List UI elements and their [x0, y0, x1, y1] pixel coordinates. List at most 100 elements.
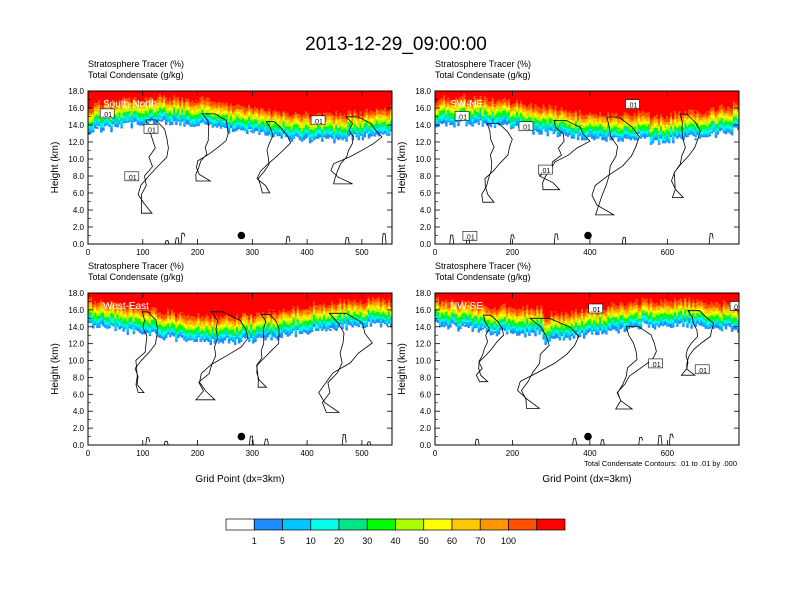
tracer-cell [331, 112, 334, 115]
tracer-cell [475, 96, 478, 99]
tracer-cell [102, 99, 105, 102]
tracer-cell [379, 111, 383, 114]
tracer-cell [345, 98, 348, 101]
tracer-cell [254, 127, 257, 130]
tracer-cell [179, 96, 182, 99]
tracer-cell [278, 94, 281, 97]
tracer-cell [254, 104, 257, 107]
tracer-cell [501, 112, 505, 115]
tracer-cell [288, 115, 292, 118]
tracer-cell [321, 96, 324, 99]
tracer-cell [327, 132, 330, 135]
tracer-cell [219, 102, 223, 105]
tracer-cell [288, 92, 292, 95]
tracer-cell [296, 103, 300, 106]
tracer-cell [205, 96, 208, 99]
tracer-cell [383, 91, 387, 94]
tracer-cell [355, 101, 358, 104]
tracer-cell [207, 121, 210, 124]
tracer-cell [207, 106, 210, 109]
tracer-cell [439, 112, 442, 115]
tracer-cell [195, 123, 198, 126]
tracer-cell [501, 99, 505, 102]
tracer-cell [363, 123, 367, 126]
tracer-cell [274, 106, 277, 109]
tracer-cell [252, 108, 255, 111]
tracer-cell [357, 130, 360, 133]
tracer-cell [345, 119, 348, 122]
tracer-cell [266, 130, 269, 133]
tracer-cell [441, 102, 444, 105]
tracer-cell [104, 102, 107, 105]
tracer-cell [302, 127, 306, 130]
tracer-cell [339, 112, 342, 115]
tracer-cell [270, 109, 273, 112]
tracer-cell [262, 111, 265, 114]
tracer-cell [379, 125, 383, 128]
tracer-cell [144, 109, 148, 112]
tracer-cell [377, 122, 381, 125]
tracer-cell [514, 101, 517, 104]
tracer-cell [461, 91, 464, 94]
tracer-cell [347, 111, 350, 114]
tracer-cell [173, 100, 176, 104]
tracer-cell [122, 102, 125, 105]
tracer-cell [495, 117, 499, 120]
tracer-cell [491, 94, 495, 97]
tracer-cell [487, 107, 491, 110]
tracer-cell [512, 126, 515, 129]
tracer-cell [512, 100, 515, 103]
tracer-cell [154, 94, 158, 97]
tracer-cell [183, 103, 186, 106]
tracer-cell [359, 129, 362, 132]
tracer-cell [333, 110, 336, 113]
tracer-cell [449, 121, 452, 124]
tracer-cell [365, 100, 369, 103]
tracer-cell [343, 119, 346, 122]
tracer-cell [312, 96, 316, 99]
tracer-cell [280, 104, 283, 107]
tracer-cell [302, 91, 306, 93]
tracer-cell [475, 91, 478, 94]
tracer-cell [345, 124, 348, 127]
tracer-cell [244, 124, 247, 127]
tracer-cell [489, 105, 493, 108]
tracer-cell [312, 110, 316, 113]
tracer-cell [195, 113, 198, 116]
tracer-cell [237, 94, 241, 97]
tracer-cell [256, 104, 259, 107]
tracer-cell [88, 112, 91, 115]
tracer-cell [274, 132, 277, 135]
tracer-cell [507, 101, 511, 104]
tracer-cell [156, 99, 160, 102]
tracer-cell [308, 113, 312, 116]
tracer-cell [179, 109, 182, 112]
tracer-cell [256, 98, 259, 101]
tracer-cell [140, 97, 144, 100]
tracer-cell [349, 91, 352, 94]
tracer-cell [240, 120, 243, 123]
tracer-cell [325, 119, 328, 122]
tracer-cell [381, 118, 385, 121]
tracer-cell [284, 92, 288, 95]
tracer-cell [489, 106, 493, 110]
tracer-cell [88, 99, 91, 102]
tracer-cell [483, 104, 487, 107]
tracer-cell [171, 110, 174, 113]
tracer-cell [389, 121, 392, 124]
tracer-cell [88, 97, 91, 100]
tracer-cell [254, 106, 257, 109]
tracer-cell [195, 116, 198, 119]
tracer-cell [284, 110, 288, 113]
tracer-cell [333, 92, 336, 95]
tracer-cell [329, 133, 332, 136]
tracer-cell [343, 121, 346, 124]
tracer-cell [361, 112, 365, 115]
tracer-cell [497, 106, 501, 109]
tracer-cell [497, 92, 501, 95]
tracer-cell [175, 100, 178, 103]
tracer-cell [333, 138, 336, 141]
tracer-cell [359, 100, 362, 103]
tracer-cell [282, 96, 285, 99]
tracer-cell [363, 103, 367, 106]
